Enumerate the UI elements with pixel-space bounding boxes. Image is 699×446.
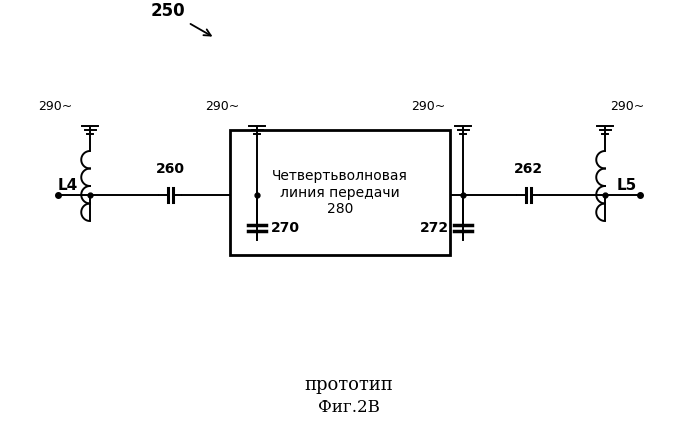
Text: Фиг.2В: Фиг.2В xyxy=(318,399,380,416)
Text: 290~: 290~ xyxy=(610,100,644,113)
Text: прототип: прототип xyxy=(305,376,394,394)
Text: 260: 260 xyxy=(155,162,185,176)
Bar xyxy=(230,130,450,255)
Text: L5: L5 xyxy=(617,178,637,194)
Text: Четвертьволновая
линия передачи
280: Четвертьволновая линия передачи 280 xyxy=(272,169,408,216)
Text: L4: L4 xyxy=(58,178,78,194)
Text: 272: 272 xyxy=(420,221,449,235)
Text: 262: 262 xyxy=(514,162,542,176)
Text: 270: 270 xyxy=(271,221,300,235)
Text: 250: 250 xyxy=(151,2,211,36)
Text: 290~: 290~ xyxy=(205,100,239,113)
Text: 290~: 290~ xyxy=(411,100,445,113)
Text: 290~: 290~ xyxy=(38,100,72,113)
